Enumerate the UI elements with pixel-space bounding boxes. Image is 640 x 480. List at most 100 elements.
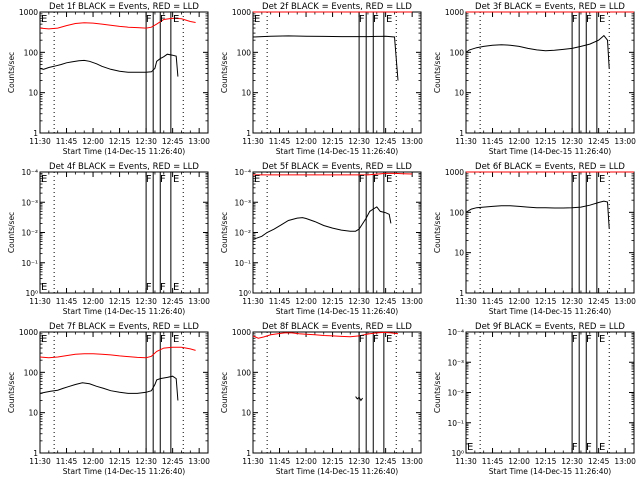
x-axis-label: Start Time (14-Dec-15 11:26:40) xyxy=(63,307,185,316)
y-tick-label: 1000 xyxy=(445,8,464,17)
x-tick-label: 11:45 xyxy=(482,137,504,146)
x-tick-label: 11:45 xyxy=(56,137,78,146)
x-tick-label: 12:15 xyxy=(109,137,131,146)
lld-series-line xyxy=(39,346,196,359)
marker-letter-bottom: F xyxy=(160,282,166,293)
y-tick-label: 10⁻² xyxy=(447,389,464,398)
panel-title: Det 9f BLACK = Events, RED = LLD xyxy=(475,322,625,332)
detector-panel-5: Det 5f BLACK = Events, RED = LLD 10⁰ 10⁻¹ 1… xyxy=(220,162,423,316)
y-tick-label: 10 xyxy=(28,409,38,418)
y-tick-label: 100 xyxy=(237,48,252,57)
y-tick-label: 10⁻¹ xyxy=(234,259,251,268)
detector-panel-1: Det 1f BLACK = Events, RED = LLD 1 10 100 10… xyxy=(7,2,210,156)
x-tick-label: 12:00 xyxy=(82,137,104,146)
marker-letter-bottom: E xyxy=(173,282,179,293)
lld-series-line xyxy=(39,17,196,30)
marker-letter-top: F xyxy=(373,174,379,185)
x-axis-label: Start Time (14-Dec-15 11:26:40) xyxy=(276,147,398,156)
x-tick-label: 13:00 xyxy=(401,457,423,466)
y-axis-label: Counts/sec xyxy=(433,212,442,253)
x-tick-label: 12:45 xyxy=(162,137,184,146)
marker-letter-top: E xyxy=(386,14,392,25)
x-tick-label: 11:30 xyxy=(455,137,477,146)
events-series-line xyxy=(39,375,179,401)
x-axis-label: Start Time (14-Dec-15 11:26:40) xyxy=(489,147,611,156)
marker-letter-top: E xyxy=(599,334,605,345)
x-tick-label: 13:00 xyxy=(401,297,423,306)
marker-letter-top: F xyxy=(146,14,152,25)
y-tick-label: 10⁻¹ xyxy=(447,419,464,428)
y-axis-label: Counts/sec xyxy=(220,52,229,93)
x-tick-label: 12:15 xyxy=(535,137,557,146)
x-tick-label: 12:15 xyxy=(535,297,557,306)
x-tick-label: 13:00 xyxy=(188,457,210,466)
marker-letter-top: F xyxy=(586,334,592,345)
events-series-line xyxy=(252,35,399,81)
panel-title: Det 1f BLACK = Events, RED = LLD xyxy=(49,2,199,12)
x-tick-label: 12:45 xyxy=(588,457,610,466)
marker-letter-top: E xyxy=(599,14,605,25)
y-tick-label: 10⁻² xyxy=(21,229,38,238)
y-tick-label: 10⁻³ xyxy=(447,358,464,367)
plot-frame xyxy=(252,331,422,454)
x-tick-label: 11:30 xyxy=(242,457,264,466)
events-series-line xyxy=(252,206,392,240)
x-tick-label: 12:15 xyxy=(109,297,131,306)
marker-letter-corner: E xyxy=(467,442,473,453)
x-tick-label: 11:30 xyxy=(455,457,477,466)
lld-series-line xyxy=(252,331,399,339)
x-tick-label: 12:00 xyxy=(82,297,104,306)
marker-letter-corner: E xyxy=(41,282,47,293)
panel-title: Det 4f BLACK = Events, RED = LLD xyxy=(49,162,199,172)
x-tick-label: 11:30 xyxy=(242,137,264,146)
marker-letter-top: F xyxy=(572,334,578,345)
marker-letter-top: F xyxy=(359,174,365,185)
y-tick-label: 100 xyxy=(237,368,252,377)
marker-letter-top: E xyxy=(386,334,392,345)
marker-letter-bottom: F xyxy=(572,442,578,453)
y-axis-label: Counts/sec xyxy=(7,212,16,253)
x-tick-label: 12:15 xyxy=(322,297,344,306)
x-tick-label: 13:00 xyxy=(614,137,636,146)
marker-letter-top: F xyxy=(572,174,578,185)
y-tick-label: 1000 xyxy=(19,8,38,17)
y-tick-label: 1 xyxy=(246,449,251,458)
x-tick-label: 13:00 xyxy=(188,137,210,146)
marker-letter-corner: E xyxy=(41,14,47,25)
x-tick-label: 11:45 xyxy=(56,457,78,466)
panel-title: Det 6f BLACK = Events, RED = LLD xyxy=(475,162,625,172)
y-tick-label: 10 xyxy=(28,89,38,98)
y-tick-label: 1 xyxy=(459,129,464,138)
x-tick-label: 12:30 xyxy=(348,297,370,306)
y-tick-label: 10 xyxy=(454,89,464,98)
x-tick-label: 12:45 xyxy=(588,297,610,306)
panel-title: Det 3f BLACK = Events, RED = LLD xyxy=(475,2,625,12)
x-tick-label: 12:00 xyxy=(295,457,317,466)
x-tick-label: 12:45 xyxy=(375,457,397,466)
marker-letter-top: F xyxy=(586,174,592,185)
y-axis-label: Counts/sec xyxy=(433,52,442,93)
events-series-line xyxy=(39,53,179,77)
y-tick-label: 10⁰ xyxy=(25,289,38,298)
marker-letter-top: E xyxy=(386,174,392,185)
x-axis-label: Start Time (14-Dec-15 11:26:40) xyxy=(489,467,611,476)
marker-letter-top: F xyxy=(586,14,592,25)
detector-panel-6: Det 6f BLACK = Events, RED = LLD 1 10 100 10… xyxy=(433,162,636,316)
x-axis-label: Start Time (14-Dec-15 11:26:40) xyxy=(63,147,185,156)
x-tick-label: 12:00 xyxy=(508,297,530,306)
x-tick-label: 13:00 xyxy=(614,457,636,466)
x-tick-label: 11:45 xyxy=(482,297,504,306)
x-tick-label: 11:30 xyxy=(29,457,51,466)
marker-letter-corner: E xyxy=(254,174,260,185)
x-tick-label: 11:30 xyxy=(29,297,51,306)
y-tick-label: 10 xyxy=(454,249,464,258)
y-tick-label: 1000 xyxy=(232,328,251,337)
x-tick-label: 12:30 xyxy=(135,297,157,306)
y-tick-label: 1000 xyxy=(445,168,464,177)
x-tick-label: 12:45 xyxy=(375,137,397,146)
marker-letter-bottom: F xyxy=(586,442,592,453)
x-tick-label: 13:00 xyxy=(188,297,210,306)
detector-panel-3: Det 3f BLACK = Events, RED = LLD 1 10 100 10… xyxy=(433,2,636,156)
detector-panel-9: Det 9f BLACK = Events, RED = LLD 10⁰ 10⁻¹ 1… xyxy=(433,322,636,476)
plot-frame xyxy=(39,11,209,134)
